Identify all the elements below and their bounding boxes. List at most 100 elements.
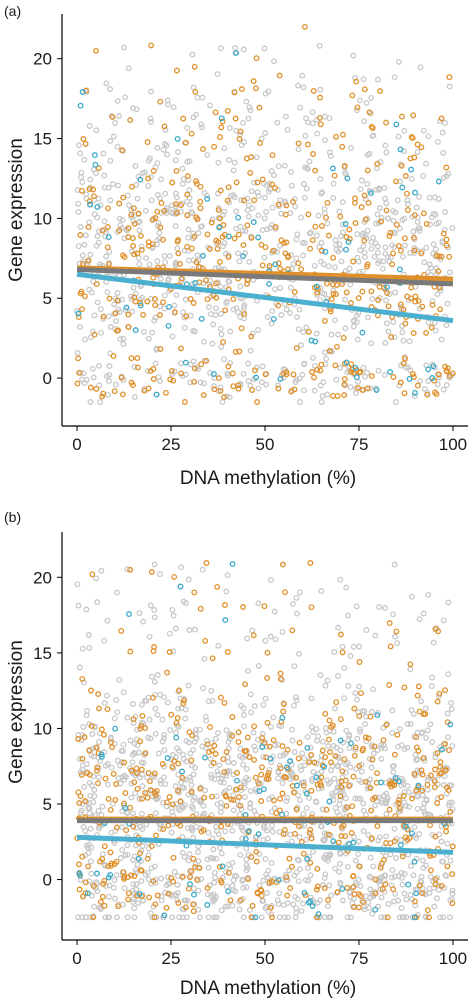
data-point (217, 134, 224, 141)
data-point (101, 218, 108, 225)
data-point (141, 387, 148, 394)
data-point (301, 387, 307, 394)
data-point (254, 890, 261, 897)
data-point (249, 387, 256, 393)
data-point (402, 802, 409, 809)
data-point (95, 807, 102, 814)
data-point (77, 793, 84, 800)
data-point (372, 802, 379, 809)
data-point (185, 791, 192, 798)
data-point (125, 896, 131, 903)
data-point (128, 355, 135, 362)
data-point (407, 721, 414, 727)
data-point (416, 616, 423, 623)
data-point (203, 737, 210, 744)
data-point (380, 737, 387, 744)
data-point (240, 914, 247, 921)
data-point (303, 805, 310, 812)
data-point (130, 701, 137, 707)
data-point (76, 369, 83, 376)
data-point (361, 237, 368, 244)
data-point (144, 855, 151, 862)
fit-line-blue (76, 271, 454, 324)
data-point (249, 205, 256, 212)
data-point (172, 783, 179, 790)
data-point (269, 181, 275, 188)
data-point (413, 734, 420, 741)
data-point (150, 878, 157, 885)
data-point (124, 810, 131, 817)
data-point (293, 236, 300, 243)
data-point (125, 225, 132, 232)
data-point (247, 107, 254, 114)
data-point (288, 726, 295, 733)
data-point (243, 845, 250, 852)
data-point (113, 589, 120, 596)
data-point (337, 881, 344, 888)
data-point (433, 391, 440, 398)
data-point (224, 649, 231, 655)
data-point (420, 172, 427, 179)
data-point (157, 780, 164, 787)
data-point (339, 885, 346, 892)
data-point (212, 109, 219, 116)
data-point (325, 263, 332, 270)
data-point (200, 802, 207, 809)
data-point (268, 320, 275, 327)
data-point (347, 740, 354, 747)
data-point (126, 611, 132, 618)
data-point (430, 241, 437, 248)
data-point (359, 288, 366, 295)
data-point (263, 381, 270, 388)
data-point (357, 883, 364, 889)
data-point (265, 88, 272, 95)
data-point (399, 853, 406, 860)
data-point (210, 371, 217, 377)
data-point (120, 252, 126, 259)
data-point (94, 767, 100, 774)
data-point (213, 823, 220, 830)
data-point (277, 675, 284, 682)
data-point (383, 833, 390, 840)
data-point (403, 823, 409, 830)
data-point (408, 134, 415, 140)
data-point (195, 858, 202, 865)
data-point (404, 197, 411, 204)
data-point (447, 721, 454, 728)
data-point (321, 291, 328, 298)
data-point (146, 716, 153, 723)
data-point (307, 898, 314, 905)
data-point (356, 97, 363, 104)
data-point (206, 749, 212, 756)
data-point (333, 343, 340, 350)
data-point (353, 696, 360, 703)
data-point (205, 864, 212, 871)
data-point (316, 42, 323, 49)
data-point (130, 896, 137, 903)
data-point (260, 701, 267, 708)
data-point (193, 178, 200, 185)
data-point (271, 797, 277, 804)
data-point (184, 173, 191, 180)
data-point (75, 142, 82, 149)
data-point (107, 739, 114, 746)
data-point (87, 176, 94, 183)
data-point (390, 886, 397, 893)
data-point (275, 163, 282, 170)
data-point (237, 745, 244, 752)
data-point (266, 879, 273, 886)
data-point (141, 328, 147, 335)
data-point (307, 894, 314, 901)
data-point (106, 363, 113, 370)
x-tick-label: 25 (162, 435, 181, 454)
data-point (366, 756, 373, 762)
data-point (300, 850, 307, 857)
data-point (264, 649, 271, 656)
data-point (124, 192, 131, 199)
data-point (95, 780, 101, 787)
data-point (200, 252, 206, 259)
data-point (174, 715, 181, 721)
data-point (272, 261, 279, 268)
data-point (244, 734, 251, 741)
data-point (151, 644, 158, 650)
